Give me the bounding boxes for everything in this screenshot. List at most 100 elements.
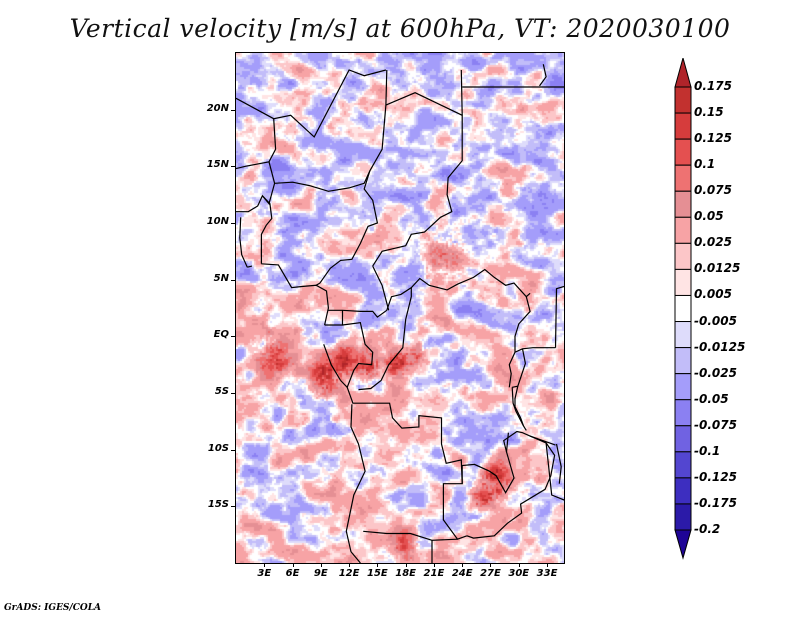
x-tick-label: 33E [536,568,558,579]
map-panel[interactable] [236,53,564,563]
colorbar-level-label: -0.005 [694,313,737,328]
x-tick-label: 3E [257,568,272,579]
x-tick-mark [264,563,266,567]
y-tick-label: 5S [214,386,229,397]
colorbar-level-label: 0.175 [694,79,732,93]
border-line [328,268,531,318]
x-tick-mark [320,563,322,567]
colorbar-swatch [674,477,692,505]
colorbar-level-label: -0.05 [694,391,729,406]
y-tick-label: EQ [213,329,229,341]
colorbar-level-label: 0.025 [694,235,732,250]
border-line [554,285,564,348]
x-tick-mark [377,563,379,567]
y-tick-label: 10S [207,442,229,454]
border-line [346,387,468,540]
colorbar-level-label: -0.0125 [694,339,746,354]
y-tick-label: 20N [206,102,229,114]
x-tick-label: 21E [423,568,445,579]
colorbar-level-label: -0.025 [694,365,737,380]
colorbar-swatch [674,190,692,218]
border-line [345,404,366,563]
y-tick-label: 10N [206,216,229,227]
shaded-field [236,53,564,563]
colorbar-swatch [674,138,692,166]
y-tick-label: 5N [213,272,229,284]
colorbar-swatch [674,399,692,427]
x-tick-mark [405,563,407,567]
border-line [260,195,273,264]
colorbar-level-label: 0.005 [694,287,732,302]
colorbar-level-label: 0.075 [694,183,732,198]
colorbar-lower-arrow [674,529,692,560]
x-tick-mark [462,563,464,567]
plot-title: Vertical velocity [m/s] at 600hPa, VT: 2… [69,14,731,43]
colorbar-upper-arrow [674,58,692,88]
colorbar-swatch [674,373,692,401]
colorbar-swatch [674,347,692,375]
border-line [236,118,277,170]
colorbar-swatch [674,451,692,479]
y-tick-mark [231,279,235,281]
x-tick-mark [433,563,435,567]
border-line [512,348,527,388]
border-line [236,69,387,138]
border-line [340,322,374,389]
x-tick-label: 30E [508,568,530,579]
x-tick-label: 9E [313,568,328,579]
colorbar-level-label: 0.05 [694,209,724,224]
border-line [261,263,330,326]
colorbar-swatch [674,216,692,244]
border-line [315,170,379,286]
border-line [514,296,531,353]
colorbar-level-label: -0.175 [694,495,737,510]
colorbar-level-label: 0.125 [694,131,732,146]
colorbar-swatch [674,86,692,114]
border-line [236,161,276,213]
border-line [372,265,390,311]
colorbar-level-label: 0.1 [694,157,716,172]
border-line [247,265,253,268]
border-line [461,430,556,539]
border-line [555,443,562,484]
colorbar-swatch [674,112,692,140]
colorbar-level-label: -0.075 [694,417,737,432]
border-line [363,530,458,541]
y-tick-label: 15S [207,499,229,511]
x-tick-mark [349,563,351,567]
y-tick-label: 15N [206,159,229,171]
border-line [358,287,412,391]
colorbar-swatch [674,425,692,453]
colorbar-level-label: -0.1 [694,443,721,458]
border-line [508,347,556,388]
border-line [511,387,527,431]
colorbar-swatch [674,503,692,531]
border-line [505,432,509,452]
border-line [529,435,556,446]
x-tick-label: 18E [395,568,417,579]
border-line [460,69,463,116]
border-line [514,386,525,427]
colorbar-level-label: -0.125 [694,469,737,484]
y-tick-mark [231,393,235,394]
colorbar-level-label: 0.0125 [694,261,741,276]
border-line [545,442,564,501]
x-tick-mark [292,563,294,567]
colorbar-swatch [674,294,692,323]
y-tick-mark [231,336,235,338]
x-tick-label: 12E [338,568,360,579]
border-line [372,92,463,267]
colorbar-swatch [674,242,692,270]
x-tick-mark [490,563,492,567]
x-tick-label: 27E [480,568,501,579]
colorbar-swatch [674,321,692,349]
colorbar-level-label: -0.2 [694,522,721,536]
border-line [323,344,342,381]
colorbar [674,58,692,560]
y-tick-mark [231,449,235,451]
x-tick-mark [547,563,549,567]
x-tick-label: 15E [367,568,388,579]
x-tick-mark [518,563,520,567]
y-tick-mark [231,109,235,111]
colorbar-swatch [674,164,692,192]
